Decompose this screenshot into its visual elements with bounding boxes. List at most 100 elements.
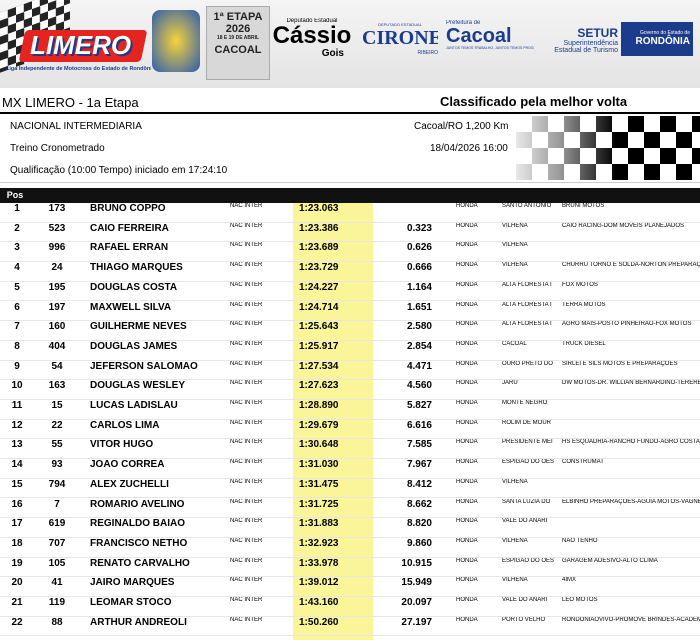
city: SANTO ANTÔNIO	[502, 203, 552, 209]
diff: 8.412	[406, 478, 432, 490]
diff: 2.854	[406, 340, 432, 352]
class: NAC INTER	[230, 597, 263, 603]
sponsor: DEPUTADO ESTADUAL CIRONE RIBEIRO	[362, 22, 438, 56]
table-body: 1 173 BRUNO COPPO NAC INTER 1:23.063 HONDA SAN…	[0, 203, 700, 640]
best-time: 1:24.227	[299, 281, 339, 293]
pos: 22	[11, 616, 23, 628]
name: CAIO FERREIRA	[90, 222, 169, 234]
bike: HONDA	[456, 203, 478, 209]
class: NAC INTER	[230, 281, 263, 288]
diff: 20.097	[401, 597, 432, 608]
best-time: 1:31.030	[299, 459, 339, 471]
time-highlight	[293, 203, 373, 640]
bike: HONDA	[456, 222, 478, 229]
class: NAC INTER	[230, 616, 263, 623]
title-bar: MX LIMERO - 1a Etapa Classificado pela m…	[0, 94, 700, 114]
sponsor-name: Cássio	[272, 22, 352, 49]
number: 523	[48, 222, 66, 234]
event-city: CACOAL	[214, 44, 262, 56]
class: NAC INTER	[230, 360, 263, 367]
row	[0, 380, 700, 400]
row	[0, 577, 700, 597]
class: NAC INTER	[230, 537, 263, 544]
pos: 18	[11, 537, 23, 549]
diff: 1.164	[406, 281, 432, 293]
class: NAC INTER	[230, 321, 263, 328]
bike: HONDA	[456, 340, 478, 347]
title-left: MX LIMERO - 1a Etapa	[2, 95, 139, 110]
number: 41	[51, 577, 63, 589]
pos: 19	[11, 557, 23, 569]
city: SANTA LUZIA DO	[502, 498, 551, 505]
diff: 27.197	[401, 616, 432, 628]
bike: HONDA	[456, 360, 478, 367]
best-time: 1:31.725	[299, 498, 339, 510]
city: VILHENA	[502, 577, 528, 584]
sponsor: TRUCK DIESEL	[562, 340, 606, 347]
pos: 1	[14, 203, 20, 214]
bike: HONDA	[456, 400, 478, 406]
pos: 3	[14, 242, 20, 254]
diff: 1.651	[406, 301, 432, 313]
name: ALEX ZUCHELLI	[90, 478, 169, 490]
name: JEFERSON SALOMAO	[90, 360, 198, 372]
city: PRESIDENTE MÉI	[502, 439, 553, 446]
class: NAC INTER	[230, 419, 263, 426]
sponsor-name: CIRONE	[362, 27, 438, 49]
name: LEOMAR STOCO	[90, 597, 172, 608]
name: REGINALDO BAIAO	[90, 518, 185, 530]
bike: HONDA	[456, 518, 478, 525]
sponsor-name: Superintendência Estadual de Turismo	[554, 40, 618, 54]
sponsor: DW MOTOS-DR. WILLIAN BERNARDINO-TERERE	[562, 380, 700, 387]
row	[0, 538, 700, 558]
class: NAC INTER	[230, 518, 263, 525]
sponsor-top: DEPUTADO ESTADUAL	[378, 22, 422, 27]
city: JARU	[502, 380, 518, 387]
sponsor-top: SETUR	[577, 26, 618, 40]
number: 54	[51, 360, 63, 372]
event-year: 2026	[225, 23, 251, 35]
class: NAC INTER	[230, 478, 263, 485]
pos: 10	[11, 380, 23, 392]
info-location: Cacoal/RO 1,200 Km	[414, 121, 509, 132]
city: VILHENA	[502, 478, 528, 485]
sponsor-top: Deputado Estadual	[286, 18, 338, 24]
row	[0, 242, 700, 263]
sponsor-name: RONDÔNIA	[635, 36, 690, 47]
row	[0, 420, 700, 440]
city: CACOAL	[502, 340, 527, 347]
diff: 2.580	[406, 321, 432, 333]
name: BRUNO COPPO	[90, 203, 166, 214]
pos: 13	[11, 439, 23, 451]
diff: 9.860	[406, 537, 432, 549]
city: ESPIGÃO DO OES	[502, 557, 555, 564]
bike: HONDA	[456, 242, 478, 249]
pos: 7	[14, 321, 20, 333]
pos: 11	[11, 400, 23, 411]
sponsor-sub: JUNTOS TEMOS TRABALHO, JUNTOS TEMOS PROG…	[446, 46, 534, 50]
diff: 8.820	[406, 518, 432, 530]
number: 195	[48, 281, 66, 293]
name: DOUGLAS WESLEY	[90, 380, 186, 392]
class: NAC INTER	[230, 439, 263, 446]
pos: 8	[14, 340, 20, 352]
number: 93	[51, 459, 63, 471]
name: VITOR HUGO	[90, 439, 154, 451]
bike: HONDA	[456, 281, 478, 288]
city: ALTA FLORESTA I	[502, 321, 552, 328]
event-badge	[152, 10, 200, 72]
best-time: 1:25.917	[299, 340, 339, 352]
diff: 7.967	[406, 459, 432, 471]
pos: 9	[14, 360, 20, 372]
best-time: 1:32.923	[299, 537, 339, 549]
row	[0, 499, 700, 519]
header-banner: LIMERO Liga Independente de Motocross do…	[0, 0, 700, 88]
row	[0, 341, 700, 361]
best-time: 1:25.643	[299, 321, 339, 333]
number: 15	[51, 400, 63, 411]
number: 22	[51, 419, 63, 431]
class: NAC INTER	[230, 380, 263, 387]
row	[0, 558, 700, 578]
best-time: 1:39.012	[299, 577, 339, 589]
